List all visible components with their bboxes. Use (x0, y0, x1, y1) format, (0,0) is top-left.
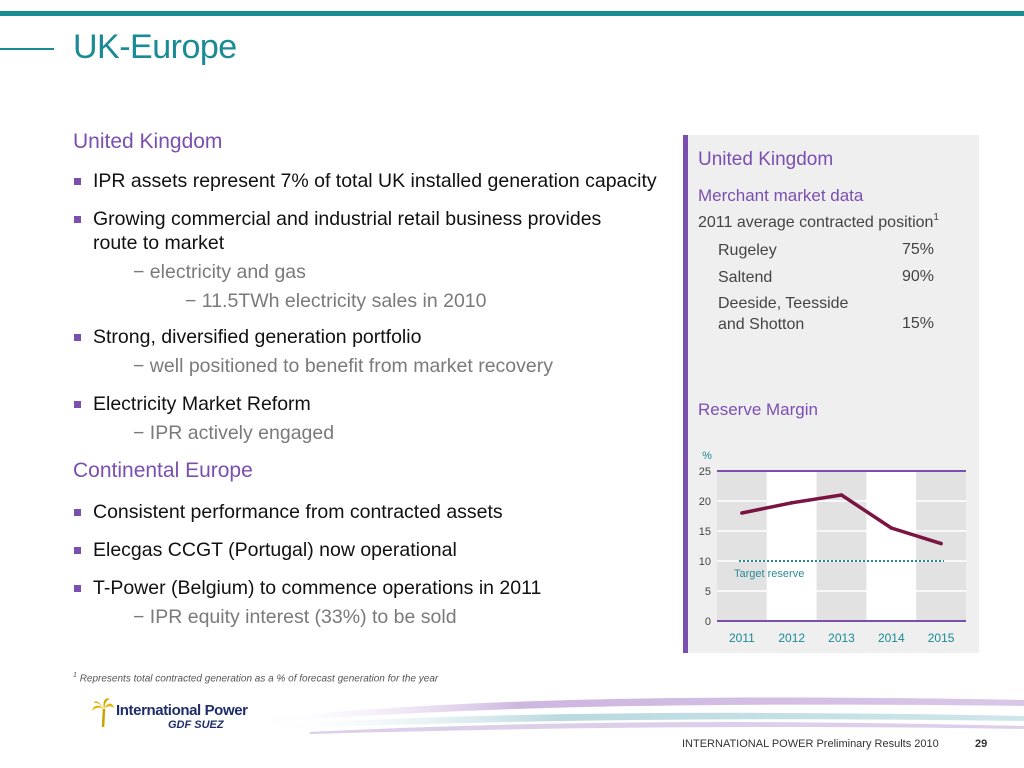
target-reserve-label: Target reserve (734, 568, 804, 580)
bullet-uk-emr: Electricity Market Reform (73, 392, 673, 416)
footer-swoosh-decoration (250, 697, 1024, 734)
bullet-text: Growing commercial and industrial retail… (93, 208, 602, 254)
panel-accent-bar (683, 135, 688, 653)
y-tick-label: 0 (705, 616, 711, 628)
bullet-square-icon (74, 401, 81, 408)
title-dash (0, 48, 54, 50)
contracted-position-label: 2011 average contracted position1 (698, 212, 939, 232)
reserve-margin-point (740, 511, 744, 515)
panel-subtitle: Merchant market data (698, 186, 864, 205)
ce-heading: Continental Europe (73, 459, 253, 482)
logo-gdf-suez: GDF SUEZ (168, 719, 224, 731)
reserve-margin-point (839, 493, 844, 497)
bullet-square-icon (74, 334, 81, 341)
row-saltend-name: Saltend (718, 269, 773, 286)
footnote-marker: 1 (933, 212, 939, 223)
x-tick-label: 2011 (729, 631, 755, 645)
reserve-margin-point (789, 501, 794, 505)
x-tick-label: 2012 (778, 631, 805, 645)
bullet-text: Strong, diversified generation portfolio (93, 326, 422, 348)
row-deeside-name: Deeside, Teesside (718, 295, 849, 312)
sub-equity: − IPR equity interest (33%) to be sold (133, 606, 457, 628)
y-tick-label: 10 (699, 556, 711, 568)
row-saltend-value: 90% (902, 268, 935, 285)
bullet-text: Electricity Market Reform (93, 393, 311, 415)
bullet-text: IPR assets represent 7% of total UK inst… (93, 170, 657, 192)
bullet-uk-portfolio: Strong, diversified generation portfolio (73, 325, 673, 349)
x-tick-label: 2013 (828, 631, 855, 645)
bullet-uk-retail: Growing commercial and industrial retail… (73, 207, 613, 255)
bullet-square-icon (74, 585, 81, 592)
chart-column-band (916, 471, 966, 621)
footnote: 1 Represents total contracted generation… (73, 672, 438, 684)
bullet-ce-contracted: Consistent performance from contracted a… (73, 500, 673, 524)
bullet-square-icon (74, 547, 81, 554)
x-tick-label: 2014 (878, 631, 905, 645)
reserve-margin-point (939, 541, 943, 546)
sub-recovery: − well positioned to benefit from market… (133, 355, 553, 377)
bullet-text: Consistent performance from contracted a… (93, 501, 503, 523)
sub-twh: − 11.5TWh electricity sales in 2010 (185, 290, 487, 312)
y-tick-label: 15 (699, 526, 711, 538)
page-number: 29 (975, 738, 988, 750)
sub-engaged: − IPR actively engaged (133, 422, 335, 444)
page-title: UK-Europe (73, 28, 237, 66)
footnote-text: Represents total contracted generation a… (79, 673, 439, 685)
chart-column-band (866, 471, 917, 621)
bullet-text: Elecgas CCGT (Portugal) now operational (93, 539, 457, 561)
y-tick-label: 5 (705, 586, 711, 598)
logo-wordmark: International Power (116, 702, 248, 719)
bullet-uk-assets: IPR assets represent 7% of total UK inst… (73, 169, 673, 193)
reserve-margin-title: Reserve Margin (698, 400, 818, 419)
bullet-ce-tpower: T-Power (Belgium) to commence operations… (73, 576, 673, 600)
palm-tree-icon (92, 698, 114, 728)
row-deeside-value: 15% (902, 315, 935, 332)
contracted-text: 2011 average contracted position (698, 214, 934, 231)
chart-column-band (766, 471, 817, 621)
sub-electricity-gas: − electricity and gas (133, 261, 306, 283)
x-tick-label: 2015 (928, 631, 955, 645)
reserve-margin-chart: 0 5 10 15 20 25% 2011 2012 2013 2014 2015 Target re… (699, 450, 966, 645)
company-logo: International Power GDF SUEZ (92, 693, 267, 733)
footnote-marker: 1 (73, 672, 77, 679)
footer-text: INTERNATIONAL POWER Preliminary Results … (682, 738, 939, 750)
reserve-margin-point (889, 526, 894, 530)
bullet-square-icon (74, 178, 81, 185)
bullet-text: T-Power (Belgium) to commence operations… (93, 577, 542, 599)
y-axis-unit-label: % (702, 450, 712, 462)
bullet-square-icon (74, 509, 81, 516)
y-tick-label: 20 (699, 496, 711, 508)
uk-heading: United Kingdom (73, 130, 223, 153)
row-rugeley-name: Rugeley (718, 242, 777, 259)
chart-column-band (717, 471, 767, 621)
bullet-square-icon (74, 216, 81, 223)
panel-title: United Kingdom (698, 149, 834, 170)
top-rule (0, 11, 1024, 16)
bullet-ce-elecgas: Elecgas CCGT (Portugal) now operational (73, 538, 673, 562)
y-tick-label: 25 (699, 466, 711, 478)
row-deeside-name2: and Shotton (718, 316, 805, 333)
row-rugeley-value: 75% (902, 241, 935, 258)
left-content: United Kingdom IPR assets represent 7% o… (73, 130, 673, 629)
